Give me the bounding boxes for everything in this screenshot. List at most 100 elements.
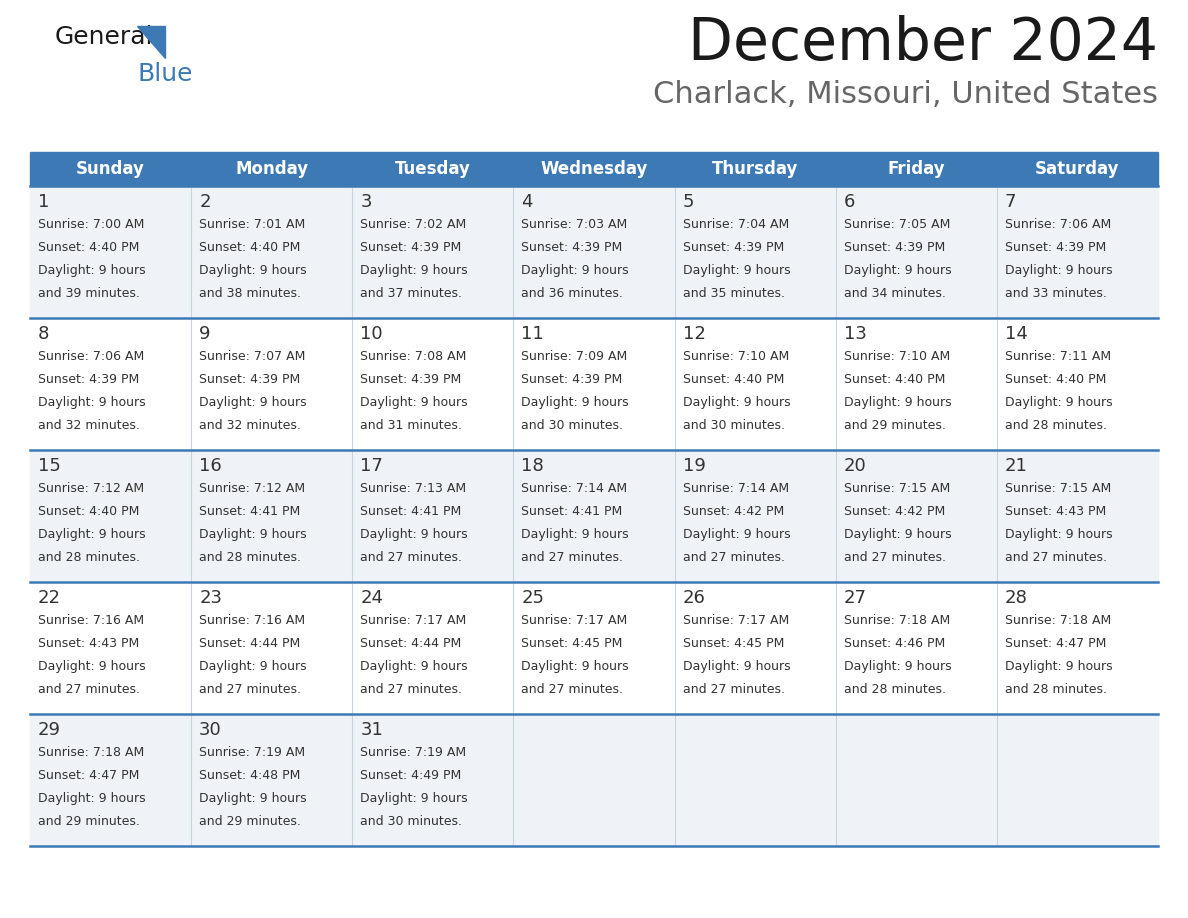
Text: 27: 27: [843, 589, 867, 607]
Text: Daylight: 9 hours: Daylight: 9 hours: [38, 264, 146, 277]
Text: Sunset: 4:40 PM: Sunset: 4:40 PM: [38, 241, 139, 254]
Text: and 27 minutes.: and 27 minutes.: [683, 683, 784, 696]
Text: Sunrise: 7:02 AM: Sunrise: 7:02 AM: [360, 218, 467, 231]
Text: Daylight: 9 hours: Daylight: 9 hours: [843, 660, 952, 673]
Text: and 36 minutes.: and 36 minutes.: [522, 287, 624, 300]
Text: Daylight: 9 hours: Daylight: 9 hours: [843, 528, 952, 541]
Text: Daylight: 9 hours: Daylight: 9 hours: [522, 264, 630, 277]
Text: Daylight: 9 hours: Daylight: 9 hours: [522, 660, 630, 673]
Text: 2: 2: [200, 193, 210, 211]
Text: 9: 9: [200, 325, 210, 343]
Text: Daylight: 9 hours: Daylight: 9 hours: [360, 264, 468, 277]
Text: and 29 minutes.: and 29 minutes.: [200, 815, 301, 828]
Text: and 31 minutes.: and 31 minutes.: [360, 419, 462, 432]
Text: 14: 14: [1005, 325, 1028, 343]
Text: 3: 3: [360, 193, 372, 211]
Bar: [30, 152, 1158, 186]
Polygon shape: [137, 26, 165, 58]
Text: Sunrise: 7:19 AM: Sunrise: 7:19 AM: [360, 746, 467, 759]
Text: 1: 1: [38, 193, 50, 211]
Text: Sunset: 4:39 PM: Sunset: 4:39 PM: [522, 373, 623, 386]
Text: Sunrise: 7:13 AM: Sunrise: 7:13 AM: [360, 482, 467, 495]
Text: Sunrise: 7:16 AM: Sunrise: 7:16 AM: [38, 614, 144, 627]
Text: Sunset: 4:48 PM: Sunset: 4:48 PM: [200, 769, 301, 782]
Text: 31: 31: [360, 721, 384, 739]
Text: Sunset: 4:40 PM: Sunset: 4:40 PM: [38, 505, 139, 518]
Text: Sunrise: 7:15 AM: Sunrise: 7:15 AM: [843, 482, 950, 495]
Text: and 34 minutes.: and 34 minutes.: [843, 287, 946, 300]
Text: and 28 minutes.: and 28 minutes.: [38, 551, 140, 564]
Text: December 2024: December 2024: [688, 15, 1158, 72]
Text: Daylight: 9 hours: Daylight: 9 hours: [683, 264, 790, 277]
Text: 5: 5: [683, 193, 694, 211]
Text: Daylight: 9 hours: Daylight: 9 hours: [522, 396, 630, 409]
Text: and 28 minutes.: and 28 minutes.: [1005, 419, 1107, 432]
Text: Sunrise: 7:18 AM: Sunrise: 7:18 AM: [843, 614, 950, 627]
Text: Sunrise: 7:14 AM: Sunrise: 7:14 AM: [683, 482, 789, 495]
Text: Saturday: Saturday: [1035, 160, 1119, 178]
Text: Daylight: 9 hours: Daylight: 9 hours: [683, 396, 790, 409]
Text: and 27 minutes.: and 27 minutes.: [200, 683, 301, 696]
Text: Sunrise: 7:03 AM: Sunrise: 7:03 AM: [522, 218, 627, 231]
Bar: [30, 318, 1158, 450]
Text: and 39 minutes.: and 39 minutes.: [38, 287, 140, 300]
Text: and 37 minutes.: and 37 minutes.: [360, 287, 462, 300]
Text: Sunset: 4:39 PM: Sunset: 4:39 PM: [1005, 241, 1106, 254]
Text: Sunrise: 7:17 AM: Sunrise: 7:17 AM: [683, 614, 789, 627]
Text: 10: 10: [360, 325, 383, 343]
Text: Sunset: 4:44 PM: Sunset: 4:44 PM: [200, 637, 301, 650]
Text: Sunset: 4:40 PM: Sunset: 4:40 PM: [200, 241, 301, 254]
Text: Daylight: 9 hours: Daylight: 9 hours: [200, 528, 307, 541]
Bar: [30, 714, 1158, 846]
Text: and 32 minutes.: and 32 minutes.: [38, 419, 140, 432]
Text: and 27 minutes.: and 27 minutes.: [683, 551, 784, 564]
Text: and 30 minutes.: and 30 minutes.: [683, 419, 784, 432]
Text: Sunset: 4:41 PM: Sunset: 4:41 PM: [522, 505, 623, 518]
Text: Sunset: 4:44 PM: Sunset: 4:44 PM: [360, 637, 461, 650]
Text: Daylight: 9 hours: Daylight: 9 hours: [200, 396, 307, 409]
Text: and 33 minutes.: and 33 minutes.: [1005, 287, 1107, 300]
Text: Tuesday: Tuesday: [394, 160, 470, 178]
Bar: [30, 186, 1158, 318]
Text: Sunset: 4:42 PM: Sunset: 4:42 PM: [683, 505, 784, 518]
Text: and 28 minutes.: and 28 minutes.: [1005, 683, 1107, 696]
Text: Sunset: 4:39 PM: Sunset: 4:39 PM: [200, 373, 301, 386]
Text: and 28 minutes.: and 28 minutes.: [843, 683, 946, 696]
Text: 18: 18: [522, 457, 544, 475]
Text: and 38 minutes.: and 38 minutes.: [200, 287, 301, 300]
Text: Daylight: 9 hours: Daylight: 9 hours: [38, 792, 146, 805]
Text: Sunset: 4:39 PM: Sunset: 4:39 PM: [683, 241, 784, 254]
Text: 20: 20: [843, 457, 866, 475]
Text: Sunrise: 7:07 AM: Sunrise: 7:07 AM: [200, 350, 305, 363]
Text: Sunset: 4:40 PM: Sunset: 4:40 PM: [1005, 373, 1106, 386]
Text: 16: 16: [200, 457, 222, 475]
Text: Monday: Monday: [235, 160, 308, 178]
Text: Sunday: Sunday: [76, 160, 145, 178]
Bar: [30, 450, 1158, 582]
Text: 28: 28: [1005, 589, 1028, 607]
Text: and 27 minutes.: and 27 minutes.: [522, 551, 624, 564]
Text: 11: 11: [522, 325, 544, 343]
Text: Sunset: 4:47 PM: Sunset: 4:47 PM: [1005, 637, 1106, 650]
Text: Sunrise: 7:06 AM: Sunrise: 7:06 AM: [38, 350, 144, 363]
Text: 15: 15: [38, 457, 61, 475]
Text: Daylight: 9 hours: Daylight: 9 hours: [360, 528, 468, 541]
Text: 12: 12: [683, 325, 706, 343]
Text: Sunset: 4:41 PM: Sunset: 4:41 PM: [360, 505, 461, 518]
Text: Sunset: 4:43 PM: Sunset: 4:43 PM: [1005, 505, 1106, 518]
Text: Daylight: 9 hours: Daylight: 9 hours: [360, 660, 468, 673]
Text: Daylight: 9 hours: Daylight: 9 hours: [360, 396, 468, 409]
Text: Daylight: 9 hours: Daylight: 9 hours: [38, 660, 146, 673]
Text: Sunrise: 7:17 AM: Sunrise: 7:17 AM: [522, 614, 627, 627]
Text: and 30 minutes.: and 30 minutes.: [522, 419, 624, 432]
Text: 26: 26: [683, 589, 706, 607]
Text: Sunrise: 7:18 AM: Sunrise: 7:18 AM: [38, 746, 144, 759]
Text: Sunrise: 7:10 AM: Sunrise: 7:10 AM: [843, 350, 950, 363]
Text: Sunset: 4:45 PM: Sunset: 4:45 PM: [683, 637, 784, 650]
Text: Sunrise: 7:19 AM: Sunrise: 7:19 AM: [200, 746, 305, 759]
Text: Sunset: 4:39 PM: Sunset: 4:39 PM: [360, 241, 461, 254]
Text: 24: 24: [360, 589, 384, 607]
Text: Sunset: 4:39 PM: Sunset: 4:39 PM: [360, 373, 461, 386]
Text: 25: 25: [522, 589, 544, 607]
Text: Sunset: 4:41 PM: Sunset: 4:41 PM: [200, 505, 301, 518]
